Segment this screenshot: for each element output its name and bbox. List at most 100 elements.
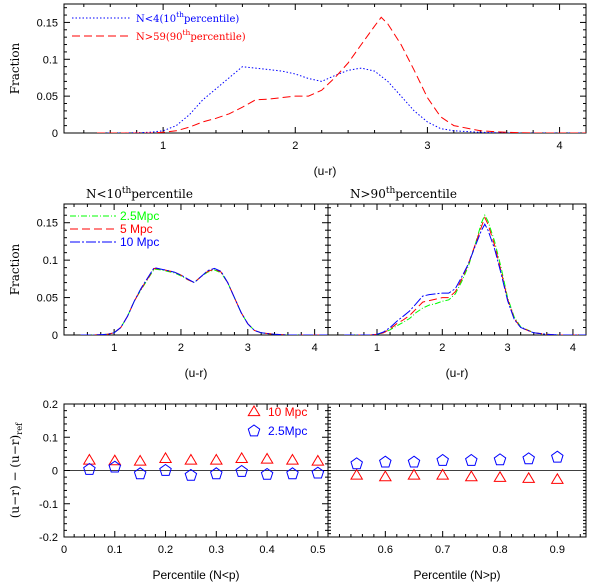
x-tick-label: 0.9 [550, 544, 565, 556]
legend-label: 2.5Mpc [268, 424, 307, 438]
y-tick-label: 0 [52, 466, 58, 478]
marker-triangle [436, 468, 450, 480]
panel-top: 1 2 3 4 0 0.05 0.1 0.15 (u-r) Fraction N<4(10thper… [8, 3, 587, 178]
marker-pentagon [407, 455, 421, 468]
plot-frame [63, 203, 329, 336]
x-tick-label: 3 [505, 342, 511, 354]
y-axis-label: Fraction [8, 243, 22, 295]
series-line-10-mpc [80, 267, 328, 335]
marker-pentagon [493, 453, 507, 466]
legend-marker [247, 405, 261, 417]
marker-triangle [82, 453, 96, 465]
y-tick-label: 0.05 [37, 293, 58, 305]
x-tick-label: 4 [557, 140, 563, 152]
panel-bottom-right: 0.6 0.7 0.8 0.9 Percentile (N>p) [327, 403, 587, 582]
legend-label: 5 Mpc [120, 222, 153, 236]
y-tick-label: 0.1 [43, 432, 58, 444]
marker-pentagon [210, 467, 223, 480]
marker-triangle [184, 453, 198, 465]
panel-title: N<10thpercentile [86, 186, 193, 201]
y-tick-label: 0.15 [37, 17, 58, 29]
marker-triangle [493, 470, 507, 482]
series-line-2-5mpc [344, 214, 586, 335]
legend-marker [247, 424, 261, 437]
plot-frame [63, 3, 587, 134]
marker-triangle [158, 451, 173, 463]
x-tick-label: 0.8 [492, 544, 507, 556]
marker-triangle [464, 470, 478, 482]
y-axis-label: (u−r) − (u−r)ref [8, 422, 24, 518]
x-tick-label: 1 [374, 342, 380, 354]
marker-triangle [378, 470, 392, 482]
legend-label: 10 Mpc [120, 235, 159, 249]
x-tick-label: 0 [61, 544, 67, 556]
marker-pentagon [159, 463, 172, 476]
legend-label: 10 Mpc [268, 405, 307, 419]
plot-frame [327, 203, 587, 336]
y-tick-label: 0.2 [43, 399, 58, 411]
x-tick-label: 2 [439, 342, 445, 354]
marker-triangle [108, 454, 122, 466]
panel-middle-right: 1 2 3 4 (u-r) N>90thpercentile [327, 186, 587, 380]
y-tick-label: -0.2 [39, 532, 58, 544]
x-tick-label: 0.4 [259, 544, 274, 556]
x-tick-label: 0.1 [107, 544, 122, 556]
marker-triangle [209, 453, 223, 465]
y-tick-label: 0 [52, 330, 58, 342]
marker-pentagon [133, 467, 147, 480]
x-tick-label: 0.7 [435, 544, 450, 556]
x-axis-label: (u-r) [446, 366, 469, 380]
y-tick-label: 0.05 [37, 91, 58, 103]
x-tick-label: 0.2 [158, 544, 173, 556]
panel-title: N>90thpercentile [350, 186, 457, 201]
series-line-5-mpc [344, 216, 586, 335]
legend-label: N>59(90thpercentile) [136, 28, 246, 43]
x-tick-label: 0.5 [310, 544, 325, 556]
marker-pentagon [522, 452, 535, 465]
x-tick-label: 1 [111, 342, 117, 354]
legend-label: N<4(10thpercentile) [136, 10, 239, 25]
marker-triangle [350, 468, 364, 480]
series-line-n-59-90th-percentile- [97, 16, 586, 133]
marker-triangle [133, 454, 147, 466]
marker-pentagon [311, 466, 325, 479]
marker-pentagon [108, 460, 122, 473]
legend-label: 2.5Mpc [120, 209, 159, 223]
series-line-2-5mpc [80, 268, 328, 335]
marker-pentagon [260, 467, 274, 480]
x-tick-label: 2 [178, 342, 184, 354]
marker-pentagon [184, 468, 198, 481]
marker-triangle [260, 452, 274, 464]
x-tick-label: 0.3 [209, 544, 224, 556]
x-tick-label: 2 [292, 140, 298, 152]
panel-bottom-left: 0 0.1 0.2 0.3 0.4 0.5 -0.2 -0.1 0 0.1 0.2 Percentil… [8, 399, 329, 582]
marker-triangle [235, 451, 249, 463]
x-tick-label: 4 [570, 342, 576, 354]
y-tick-label: 0.1 [43, 255, 58, 267]
marker-pentagon [83, 462, 96, 475]
marker-pentagon [235, 464, 248, 477]
x-axis-label: Percentile (N<p) [152, 568, 239, 582]
y-tick-label: 0.15 [37, 218, 58, 230]
x-axis-label: (u-r) [314, 164, 337, 178]
x-axis-label: Percentile (N>p) [413, 568, 500, 582]
marker-pentagon [286, 467, 299, 480]
y-tick-label: 0 [52, 128, 58, 140]
marker-triangle [550, 472, 564, 484]
marker-triangle [407, 468, 421, 480]
x-tick-label: 3 [424, 140, 430, 152]
marker-triangle [522, 471, 536, 483]
x-tick-label: 0.6 [378, 544, 393, 556]
x-tick-label: 1 [160, 140, 166, 152]
x-tick-label: 3 [245, 342, 251, 354]
x-axis-label: (u-r) [185, 366, 208, 380]
marker-triangle [311, 454, 325, 466]
marker-pentagon [350, 457, 363, 470]
series-line-10-mpc [344, 223, 586, 335]
panel-middle-left: 1 2 3 4 0 0.05 0.1 0.15 (u-r) Fraction N<10thperce… [8, 186, 329, 380]
y-axis-label: Fraction [8, 42, 22, 94]
series-line-5-mpc [80, 267, 328, 335]
marker-pentagon [465, 453, 478, 466]
y-tick-label: -0.1 [39, 499, 58, 511]
